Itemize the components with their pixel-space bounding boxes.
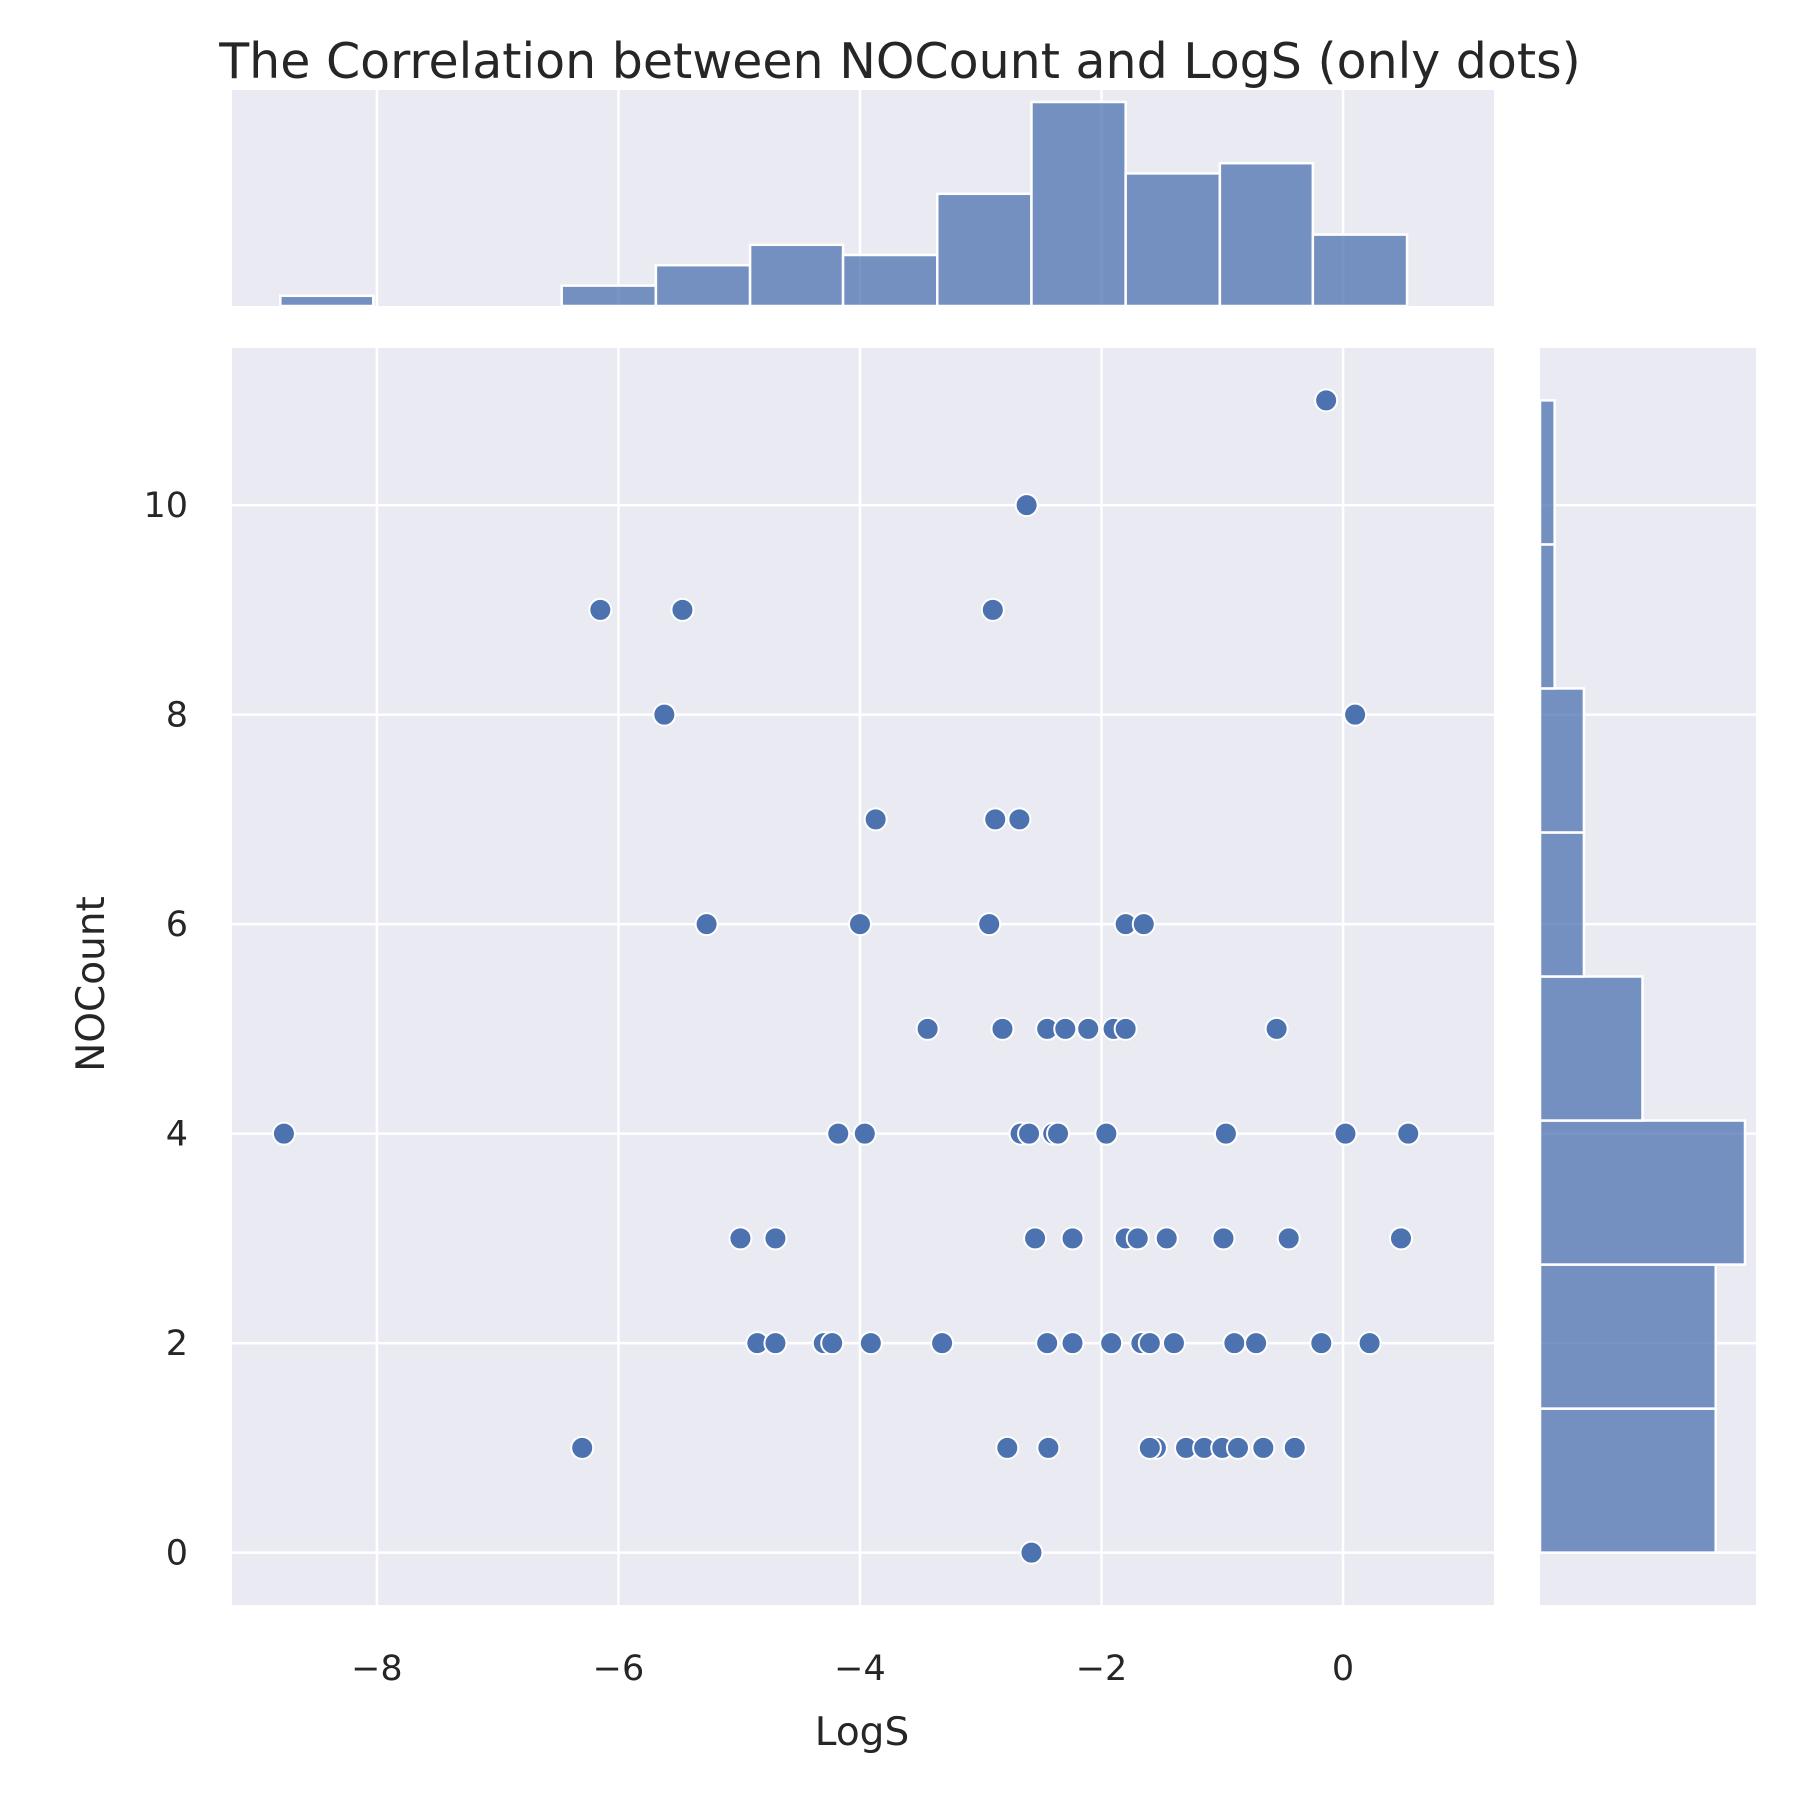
scatter-point bbox=[1125, 1226, 1150, 1251]
y-tick-label: 0 bbox=[166, 1534, 188, 1574]
scatter-point bbox=[1137, 1435, 1162, 1460]
x-histogram-bar bbox=[1218, 161, 1315, 308]
y-histogram-bar bbox=[1538, 1263, 1717, 1410]
scatter-point bbox=[1060, 1226, 1085, 1251]
scatter-point bbox=[1276, 1226, 1301, 1251]
scatter-point bbox=[1343, 702, 1368, 727]
x-tick-label: 0 bbox=[1332, 1649, 1354, 1689]
scatter-point bbox=[1007, 807, 1032, 832]
scatter-panel-background bbox=[232, 348, 1494, 1605]
x-histogram-bar bbox=[279, 294, 375, 308]
scatter-point bbox=[1357, 1331, 1382, 1356]
scatter-point bbox=[1154, 1226, 1179, 1251]
scatter-point bbox=[983, 807, 1008, 832]
scatter-point bbox=[1264, 1016, 1289, 1041]
scatter-point bbox=[1060, 1331, 1085, 1356]
scatter-panel: −8 −6 −4 −2 0 0 2 4 6 8 10 bbox=[143, 348, 1494, 1689]
scatter-point bbox=[1309, 1331, 1334, 1356]
scatter-point bbox=[1314, 388, 1339, 413]
scatter-point bbox=[570, 1435, 595, 1460]
x-axis-label: LogS bbox=[815, 1710, 909, 1755]
scatter-point bbox=[1036, 1435, 1061, 1460]
y-histogram-bar bbox=[1538, 543, 1556, 690]
scatter-point bbox=[863, 807, 888, 832]
scatter-point bbox=[1099, 1331, 1124, 1356]
x-tick-label: −8 bbox=[351, 1649, 403, 1689]
scatter-point bbox=[915, 1016, 940, 1041]
scatter-point bbox=[1222, 1331, 1247, 1356]
chart-title: The Correlation between NOCount and LogS… bbox=[218, 33, 1581, 90]
x-histogram-bar bbox=[654, 263, 752, 308]
scatter-point bbox=[826, 1121, 851, 1146]
y-histogram-bar bbox=[1538, 399, 1556, 546]
y-marginal-histogram bbox=[1538, 348, 1756, 1605]
scatter-point bbox=[652, 702, 677, 727]
scatter-point bbox=[820, 1331, 845, 1356]
scatter-point bbox=[1282, 1435, 1307, 1460]
scatter-point bbox=[1161, 1331, 1186, 1356]
scatter-point bbox=[1023, 1226, 1048, 1251]
scatter-point bbox=[1213, 1121, 1238, 1146]
y-tick-label: 4 bbox=[166, 1115, 188, 1155]
x-histogram-bar bbox=[841, 253, 939, 308]
x-histogram-bar bbox=[1030, 100, 1127, 308]
scatter-point bbox=[847, 912, 872, 937]
scatter-point bbox=[271, 1121, 296, 1146]
y-axis-label: NOCount bbox=[69, 896, 114, 1072]
x-tick-label: −4 bbox=[834, 1649, 886, 1689]
scatter-point bbox=[1137, 1331, 1162, 1356]
y-tick-label: 6 bbox=[166, 905, 188, 945]
y-histogram-bar bbox=[1538, 1407, 1717, 1554]
scatter-point bbox=[1076, 1016, 1101, 1041]
scatter-point bbox=[977, 912, 1002, 937]
scatter-point bbox=[1333, 1121, 1358, 1146]
y-histogram-bar bbox=[1538, 831, 1586, 978]
scatter-point bbox=[670, 597, 695, 622]
scatter-point bbox=[763, 1226, 788, 1251]
y-histogram-bar bbox=[1538, 1119, 1747, 1266]
scatter-point bbox=[1094, 1121, 1119, 1146]
x-tick-label: −2 bbox=[1076, 1649, 1128, 1689]
scatter-point bbox=[1014, 493, 1039, 518]
scatter-point bbox=[763, 1331, 788, 1356]
scatter-point bbox=[852, 1121, 877, 1146]
scatter-point bbox=[995, 1435, 1020, 1460]
scatter-point bbox=[1019, 1540, 1044, 1565]
x-tick-label: −6 bbox=[593, 1649, 645, 1689]
x-histogram-bar bbox=[936, 192, 1033, 308]
scatter-point bbox=[1035, 1331, 1060, 1356]
scatter-point bbox=[930, 1331, 955, 1356]
scatter-point bbox=[1225, 1435, 1250, 1460]
scatter-point bbox=[728, 1226, 753, 1251]
scatter-point bbox=[1396, 1121, 1421, 1146]
scatter-point bbox=[1053, 1016, 1078, 1041]
scatter-point bbox=[1251, 1435, 1276, 1460]
x-marginal-histogram bbox=[232, 90, 1494, 308]
scatter-point bbox=[980, 597, 1005, 622]
x-histogram-bar bbox=[1311, 233, 1409, 308]
scatter-point bbox=[858, 1331, 883, 1356]
scatter-point bbox=[1113, 1016, 1138, 1041]
scatter-point bbox=[694, 912, 719, 937]
y-histogram-bar bbox=[1538, 687, 1586, 834]
y-tick-label: 2 bbox=[166, 1324, 188, 1364]
y-tick-label: 8 bbox=[166, 696, 188, 736]
scatter-point bbox=[990, 1016, 1015, 1041]
scatter-point bbox=[1389, 1226, 1414, 1251]
scatter-point bbox=[1046, 1121, 1071, 1146]
scatter-point bbox=[1017, 1121, 1042, 1146]
scatter-point bbox=[1131, 912, 1156, 937]
x-histogram-bar bbox=[1124, 172, 1222, 308]
scatter-point bbox=[588, 597, 613, 622]
y-tick-label: 10 bbox=[143, 486, 188, 526]
y-histogram-bar bbox=[1538, 975, 1644, 1122]
x-histogram-bar bbox=[560, 284, 658, 308]
scatter-point bbox=[1244, 1331, 1269, 1356]
x-histogram-bar bbox=[748, 243, 845, 308]
scatter-point bbox=[1211, 1226, 1236, 1251]
